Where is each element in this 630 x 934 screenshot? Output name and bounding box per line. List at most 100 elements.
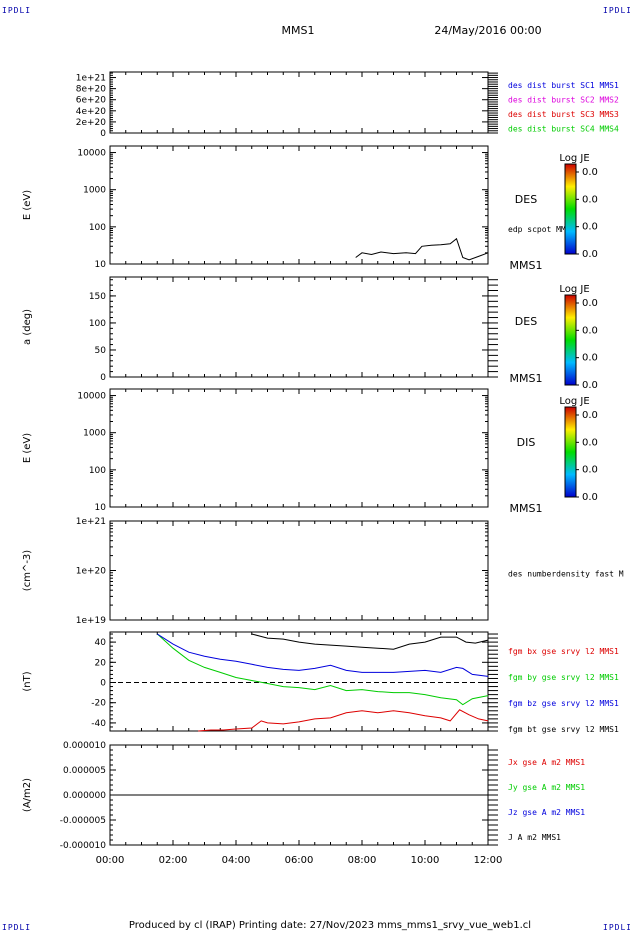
corner-label-bottom-right: IPDLI (603, 923, 630, 932)
y-tick-label: 1e+21 (76, 517, 106, 527)
y-axis-label: (A/m2) (22, 778, 33, 812)
instrument-label: DES (515, 193, 537, 206)
legend-entry: fgm by gse srvy l2 MMS1 (508, 673, 619, 682)
y-tick-label: 50 (95, 346, 107, 356)
y-tick-label: 10000 (77, 392, 106, 402)
legend-entry: Jy gse A m2 MMS1 (508, 783, 585, 792)
y-axis-label: (cm^-3) (22, 550, 33, 591)
series-line-1 (156, 633, 489, 706)
overlay-label: edp scpot MMS1 (508, 225, 576, 234)
time-tick-label: 10:00 (411, 855, 440, 866)
colorbar-tick-label: 0.0 (582, 465, 598, 476)
colorbar-tick-label: 0.0 (582, 167, 598, 178)
colorbar-tick-label: 0.0 (582, 249, 598, 260)
y-tick-label: 100 (89, 319, 106, 329)
colorbar-tick-label: 0.0 (582, 222, 598, 233)
panel-frame (109, 145, 489, 265)
y-tick-label: 4e+20 (76, 107, 107, 117)
y-tick-label: 10 (95, 503, 107, 513)
y-tick-label: 0.000010 (63, 741, 106, 751)
panel-frame (109, 71, 489, 134)
time-tick-label: 00:00 (96, 855, 125, 866)
y-tick-label: 1e+20 (76, 567, 107, 577)
y-tick-label: 0 (100, 129, 106, 139)
colorbar-title: Log JE (559, 284, 589, 295)
colorbar (564, 294, 577, 386)
y-tick-label: 0 (100, 373, 106, 383)
series-line-0 (198, 709, 489, 732)
time-tick-label: 12:00 (474, 855, 503, 866)
time-tick-label: 04:00 (222, 855, 251, 866)
panel-des_energy: 10 100 1000 10000 E (eV) edp scpot MMS1 DES MMS… (22, 145, 598, 272)
colorbar (564, 163, 577, 255)
time-tick-label: 08:00 (348, 855, 377, 866)
panel-fgm: -40 -20 0 20 40 (nT) fgm bx gse srvy l2 MMS1 fg… (22, 631, 619, 734)
panel-dis_energy: 10 100 1000 10000 E (eV) DIS MMS1 Log JE 0.0 0.0 0… (22, 388, 598, 515)
y-tick-label: -0.000010 (60, 841, 106, 851)
overlay-line (355, 237, 489, 261)
y-tick-label: -0.000005 (60, 816, 106, 826)
y-tick-label: 10 (95, 260, 107, 270)
legend-entry: Jx gse A m2 MMS1 (508, 758, 585, 767)
colorbar-tick-label: 0.0 (582, 325, 598, 336)
y-axis-label: (nT) (22, 671, 33, 691)
y-axis-label: E (eV) (22, 190, 33, 220)
spacecraft-label: MMS1 (510, 502, 543, 515)
y-tick-label: 40 (95, 638, 107, 648)
corner-label-bottom-left: IPDLI (2, 923, 32, 932)
spacecraft-label: MMS1 (510, 259, 543, 272)
y-tick-label: -20 (91, 699, 106, 709)
series-line-3 (251, 633, 489, 650)
y-tick-label: 1e+21 (76, 74, 106, 84)
y-tick-label: 150 (89, 292, 106, 302)
header-spacecraft: MMS1 (282, 24, 315, 37)
legend-entry: des dist burst SC2 MMS2 (508, 96, 619, 105)
y-tick-label: 0.000005 (63, 766, 106, 776)
colorbar-title: Log JE (559, 396, 589, 407)
header-date: 24/May/2016 00:00 (434, 24, 541, 37)
series-line-2 (157, 633, 489, 677)
y-tick-label: 20 (95, 658, 107, 668)
y-tick-label: 100 (89, 466, 106, 476)
time-tick-label: 02:00 (159, 855, 188, 866)
legend-entry: fgm bz gse srvy l2 MMS1 (508, 699, 619, 708)
colorbar (564, 406, 577, 498)
legend-entry: fgm bt gse srvy l2 MMS1 (508, 725, 619, 734)
y-tick-label: 0 (100, 679, 106, 689)
time-tick-label: 06:00 (285, 855, 314, 866)
panel-frame (109, 388, 489, 508)
spacecraft-label: MMS1 (510, 372, 543, 385)
y-tick-label: 8e+20 (76, 85, 107, 95)
legend-entry: des dist burst SC1 MMS1 (508, 81, 619, 90)
legend-entry: des numberdensity fast M (508, 570, 624, 579)
panel-frame (109, 520, 489, 621)
y-tick-label: 6e+20 (76, 96, 107, 106)
y-tick-label: 10000 (77, 149, 106, 159)
colorbar-title: Log JE (559, 153, 589, 164)
corner-label-top-right: IPDLI (603, 6, 630, 15)
colorbar-tick-label: 0.0 (582, 410, 598, 421)
panel-density: 1e+19 1e+20 1e+21 (cm^-3) des numberdensity … (22, 517, 624, 626)
panel-des_pitch: 0 50 100 150 a (deg) DES MMS1 Log JE 0.0 0.0 0.0 0.… (22, 276, 598, 391)
y-axis-label: E (eV) (22, 433, 33, 463)
legend-entry: J A m2 MMS1 (508, 833, 561, 842)
legend-entry: des dist burst SC4 MMS4 (508, 125, 619, 134)
y-axis-label: a (deg) (22, 309, 33, 345)
y-tick-label: 1000 (83, 429, 106, 439)
y-tick-label: 100 (89, 223, 106, 233)
colorbar-tick-label: 0.0 (582, 437, 598, 448)
panel-frame (109, 276, 489, 378)
y-tick-label: -40 (91, 719, 106, 729)
colorbar-tick-label: 0.0 (582, 353, 598, 364)
colorbar-tick-label: 0.0 (582, 298, 598, 309)
y-tick-label: 0.000000 (63, 791, 106, 801)
footer-text: Produced by cl (IRAP) Printing date: 27/… (129, 920, 531, 931)
colorbar-tick-label: 0.0 (582, 380, 598, 391)
legend-entry: des dist burst SC3 MMS3 (508, 110, 619, 119)
y-tick-label: 1000 (83, 186, 106, 196)
colorbar-tick-label: 0.0 (582, 492, 598, 503)
y-tick-label: 1e+19 (76, 616, 107, 626)
